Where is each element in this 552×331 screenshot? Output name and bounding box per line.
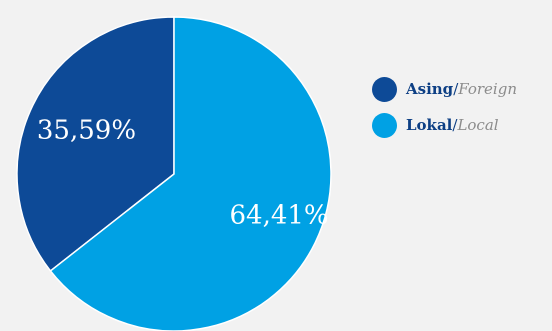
pie-slice-foreign <box>16 16 175 272</box>
legend-label-main: Asing <box>406 80 454 98</box>
legend-item-local: Lokal / Local <box>372 112 517 138</box>
slice-label-foreign: 35,59% <box>37 115 136 145</box>
legend-label-main: Lokal <box>406 116 453 134</box>
legend: Asing / Foreign Lokal / Local <box>372 76 517 148</box>
legend-label-translation: Foreign <box>458 80 517 98</box>
legend-swatch-local <box>372 112 397 138</box>
legend-label-separator: / <box>452 116 458 134</box>
slice-label-local: 64,41% <box>229 200 328 230</box>
legend-swatch-foreign <box>372 76 397 102</box>
legend-item-foreign: Asing / Foreign <box>372 76 517 102</box>
pie-slice-local <box>49 16 332 331</box>
legend-label-separator: / <box>453 80 459 98</box>
legend-label-translation: Local <box>457 116 499 134</box>
